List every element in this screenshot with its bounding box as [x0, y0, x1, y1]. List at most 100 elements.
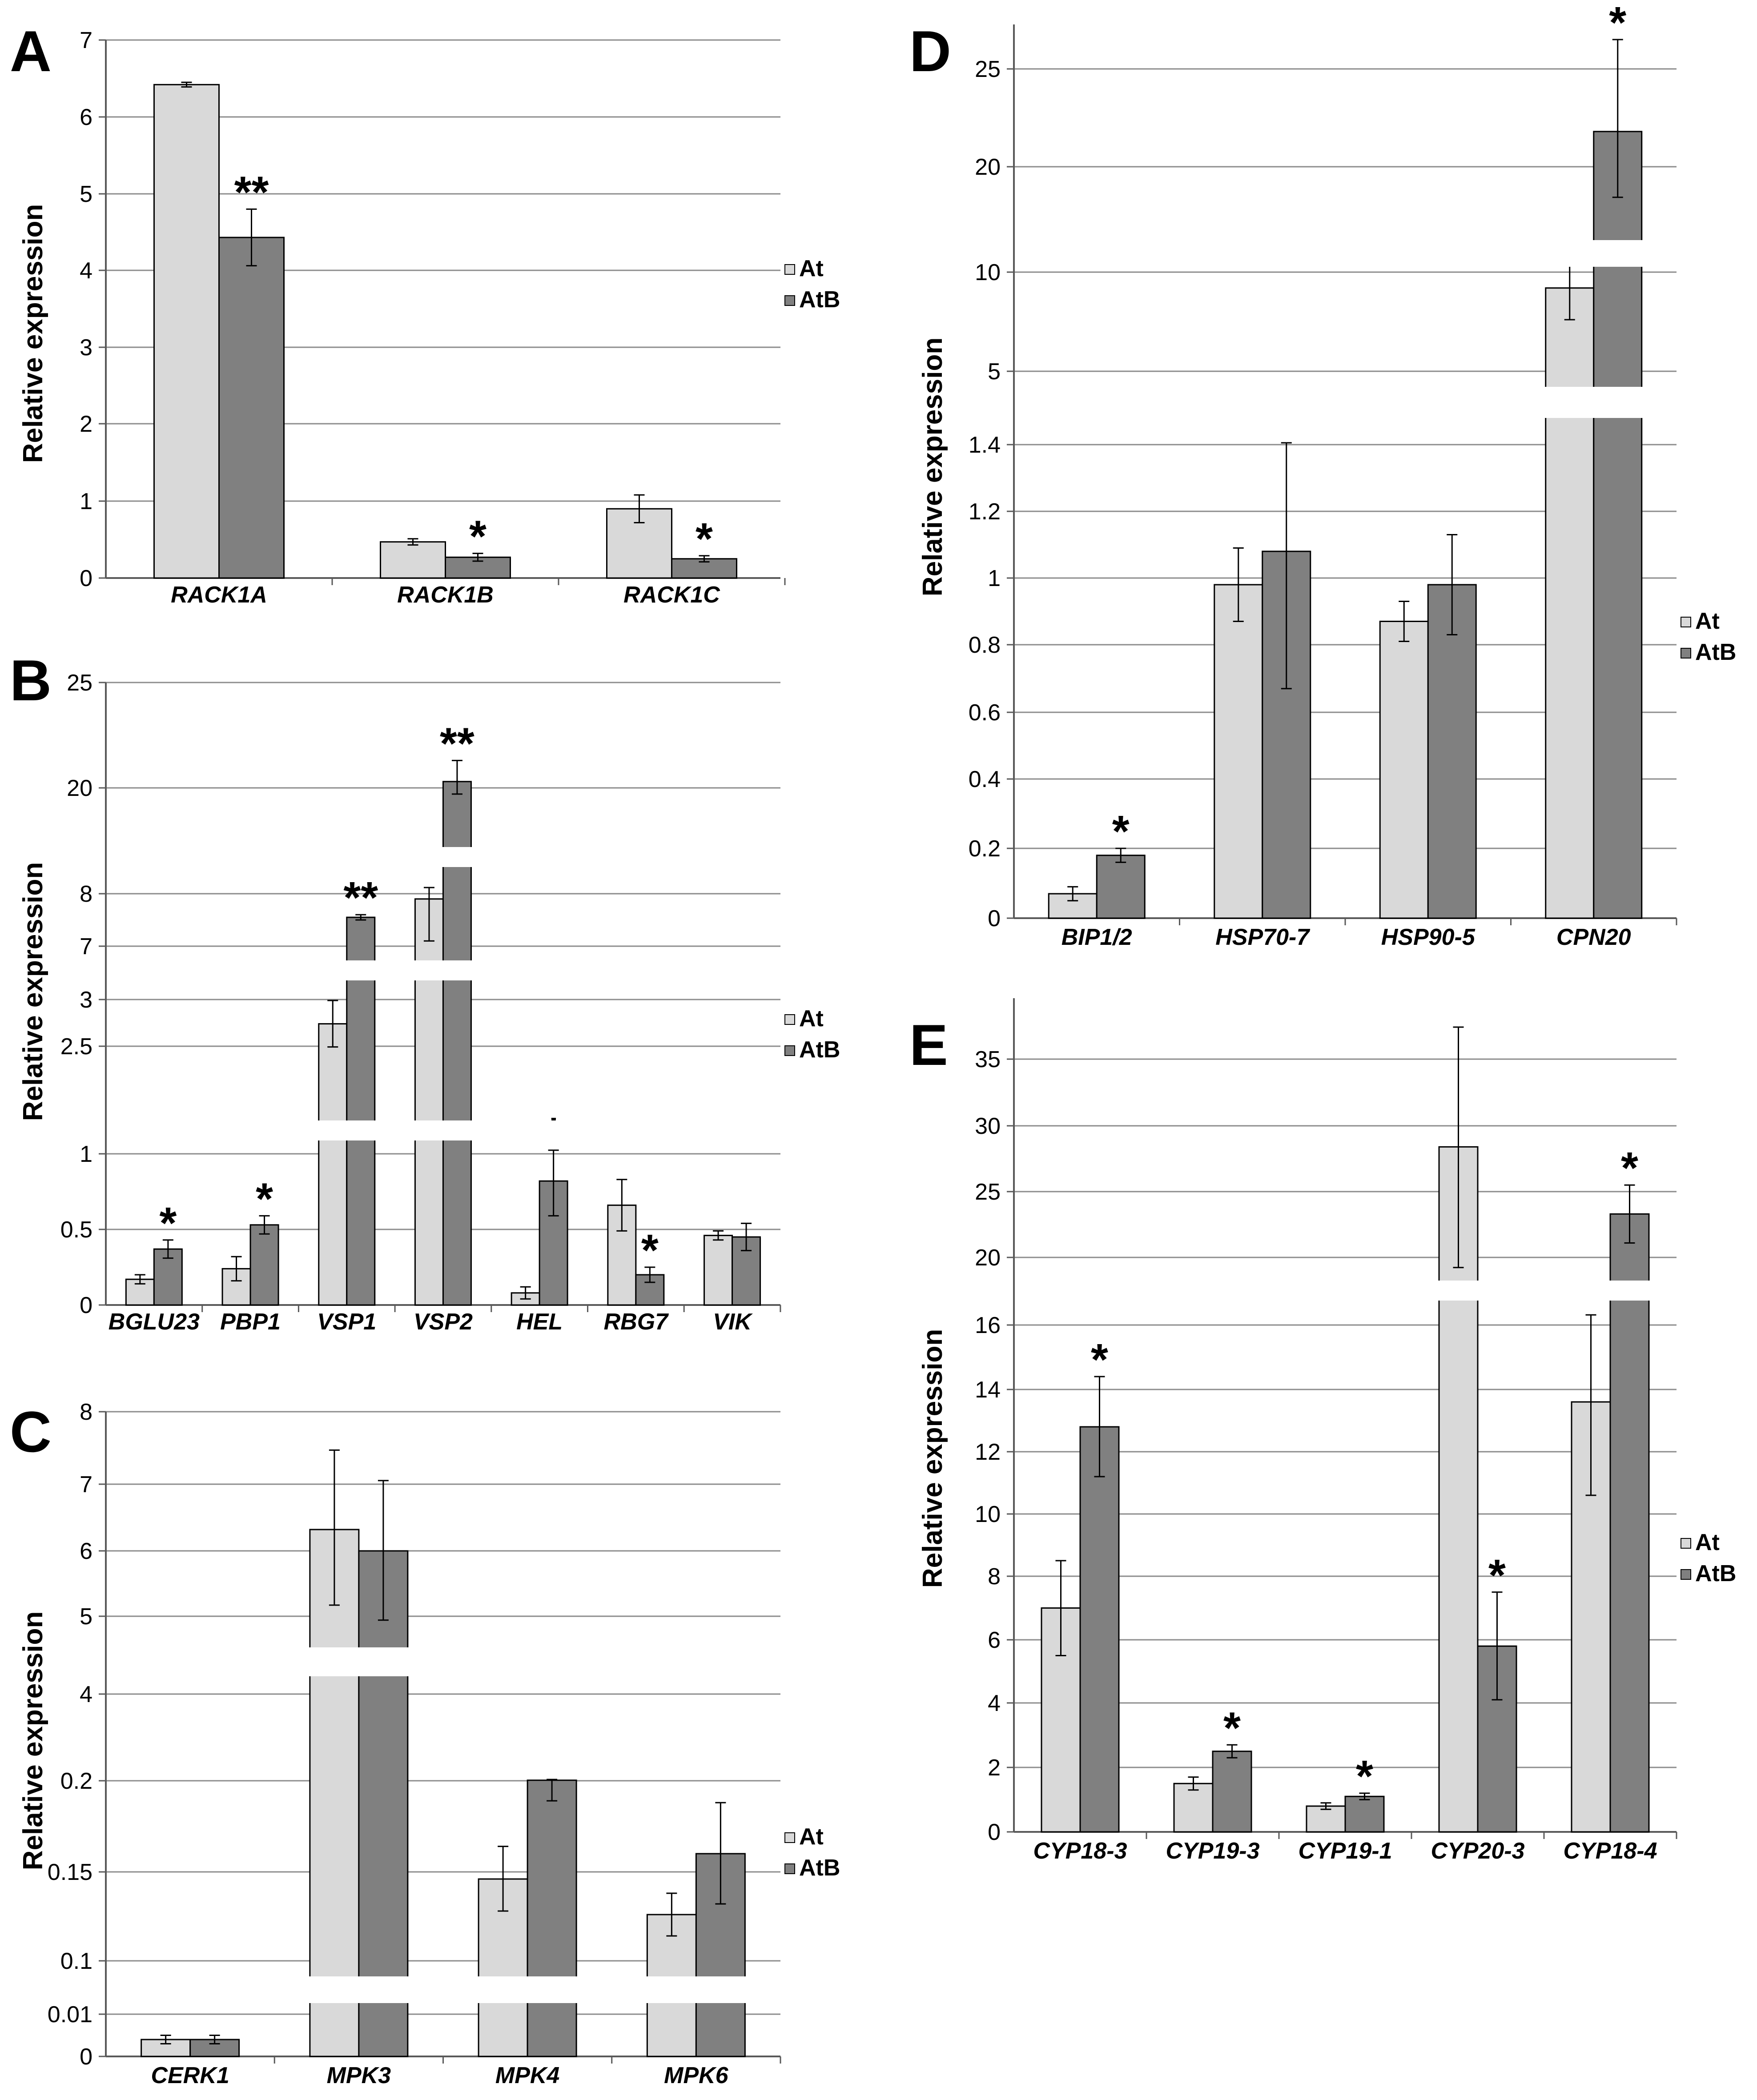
axis-break — [1016, 1281, 1677, 1301]
significance-marker: * — [696, 514, 713, 564]
panel-b: 0 0.5 1 2.5 3 7 8 20 25 * BGLU23 * PBP1 ** VSP1 ** VSP2 *… — [10, 648, 840, 1335]
category-label: HSP90-5 — [1381, 924, 1476, 950]
bar-atb — [527, 1779, 577, 2057]
legend: At AtB — [1681, 608, 1736, 665]
y-tick-label: 0.2 — [969, 836, 1001, 862]
y-tick-label: 25 — [975, 56, 1001, 82]
bar-atb — [218, 237, 285, 579]
significance-marker: ** — [343, 873, 378, 923]
category-label: RACK1B — [397, 582, 494, 608]
axis-break — [1016, 240, 1677, 267]
y-axis-label: Relative expression — [18, 862, 48, 1121]
category-label: MPK6 — [664, 2063, 729, 2088]
y-tick-label: 25 — [67, 670, 92, 696]
legend-label: AtB — [1695, 639, 1736, 665]
bar-atb — [1079, 1426, 1120, 1833]
panel-e: 0 2 4 6 8 10 12 14 16 20 25 30 35 * CYP18-3 * CYP19-3 * CY… — [909, 998, 1736, 1864]
category-label: VSP1 — [317, 1309, 376, 1335]
panel-letter: E — [909, 1012, 948, 1077]
legend-label: At — [799, 1824, 824, 1850]
significance-marker: * — [1609, 0, 1626, 48]
significance-marker: * — [159, 1198, 177, 1248]
significance-marker: * — [469, 512, 486, 562]
y-tick-label: 20 — [975, 154, 1001, 180]
y-tick-label: 0 — [80, 566, 92, 591]
y-tick-label: 0.2 — [60, 1768, 92, 1794]
category-label: MPK4 — [495, 2063, 560, 2088]
category-label: BGLU23 — [109, 1309, 200, 1335]
category-label: VSP2 — [414, 1309, 473, 1335]
panel-letter: B — [10, 648, 52, 713]
y-tick-label: 20 — [975, 1245, 1001, 1271]
bar-at — [1379, 621, 1429, 919]
significance-marker: * — [1223, 1703, 1241, 1753]
bar-atb — [346, 916, 376, 1306]
bar-atb — [249, 1224, 279, 1306]
y-tick-label: 8 — [80, 881, 92, 907]
y-tick-label: 8 — [988, 1564, 1001, 1590]
category-label: RACK1A — [171, 582, 267, 608]
panel-letter: C — [10, 1399, 52, 1464]
bar-at — [380, 541, 446, 579]
y-tick-label: 6 — [988, 1627, 1001, 1653]
category-label: RACK1C — [623, 582, 720, 608]
category-label: CPN20 — [1556, 924, 1631, 950]
legend-swatch-at — [784, 1014, 795, 1025]
legend-label: At — [1695, 608, 1720, 634]
y-tick-label: 5 — [988, 359, 1001, 385]
y-tick-label: 35 — [975, 1047, 1001, 1072]
y-tick-label: 1 — [988, 566, 1001, 591]
bar-at — [309, 1529, 360, 2057]
significance-marker: * — [1488, 1550, 1506, 1600]
y-tick-label: 4 — [80, 1682, 92, 1707]
legend-swatch-atb — [784, 1045, 795, 1056]
y-tick-label: 0.15 — [48, 1859, 92, 1885]
y-tick-label: 0.01 — [48, 2002, 92, 2028]
category-label: CYP18-4 — [1564, 1838, 1657, 1864]
y-tick-label: 2 — [80, 411, 92, 437]
category-label: CERK1 — [151, 2063, 229, 2088]
y-tick-label: 10 — [975, 1502, 1001, 1527]
bar-at — [1173, 1783, 1214, 1833]
panel-letter: D — [909, 19, 951, 84]
axis-break — [108, 847, 780, 867]
y-tick-label: 0.5 — [60, 1217, 92, 1243]
panel-c: 0 0.01 0.1 0.15 0.2 4 5 6 7 8 CERK1 MPK3 MPK4 MPK6 Rel… — [10, 1399, 840, 2088]
y-axis-label: Relative expression — [917, 337, 948, 596]
legend-swatch-atb — [1681, 1569, 1691, 1580]
bar-atb — [1212, 1751, 1252, 1833]
legend-swatch-at — [784, 264, 795, 275]
bar-atb — [1096, 855, 1146, 919]
y-axis-label: Relative expression — [18, 1611, 48, 1870]
y-tick-label: 5 — [80, 1604, 92, 1630]
y-axis-label: Relative expression — [917, 1329, 948, 1588]
y-tick-label: 2 — [988, 1755, 1001, 1781]
y-tick-label: 1.2 — [969, 499, 1001, 525]
axis-break — [108, 1976, 780, 2003]
category-label: CYP19-3 — [1166, 1838, 1260, 1864]
y-tick-label: 12 — [975, 1439, 1001, 1465]
significance-marker: * — [1091, 1335, 1108, 1385]
y-tick-label: 0.1 — [60, 1948, 92, 1974]
legend: At AtB — [784, 256, 840, 313]
legend-label: At — [799, 1006, 824, 1032]
y-tick-label: 3 — [80, 335, 92, 361]
y-tick-label: 16 — [975, 1313, 1001, 1338]
category-label: CYP19-1 — [1299, 1838, 1392, 1864]
category-label: BIP1/2 — [1061, 924, 1132, 950]
category-label: HEL — [516, 1309, 563, 1335]
category-label: HSP70-7 — [1215, 924, 1310, 950]
legend-label: At — [1695, 1530, 1720, 1555]
panel-letter: A — [10, 19, 52, 84]
y-tick-label: 7 — [80, 28, 92, 53]
y-tick-label: 2.5 — [60, 1034, 92, 1060]
y-tick-label: 4 — [80, 258, 92, 284]
y-tick-label: 5 — [80, 181, 92, 207]
legend: At AtB — [784, 1006, 840, 1063]
y-tick-label: 14 — [975, 1377, 1001, 1403]
y-tick-label: 0 — [80, 1293, 92, 1318]
bar-at — [318, 1023, 348, 1306]
bar-atb — [1609, 1213, 1650, 1833]
axis-break — [108, 960, 780, 980]
